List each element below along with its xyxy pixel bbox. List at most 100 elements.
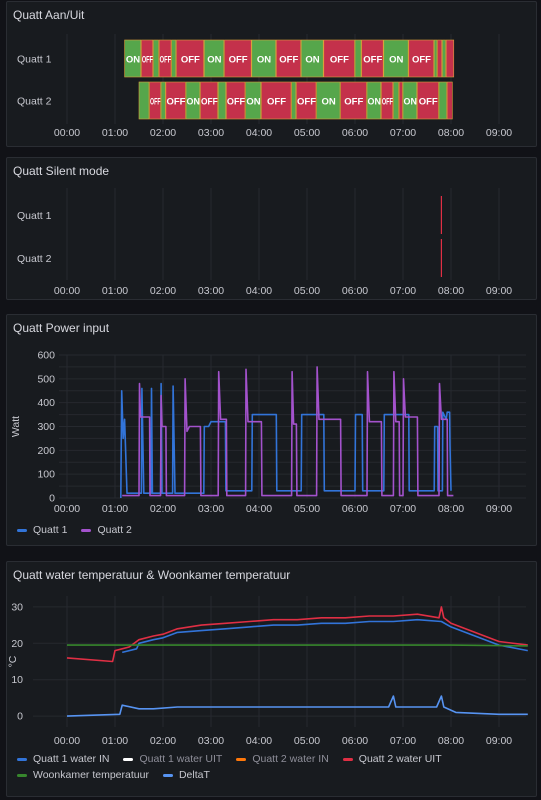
state-segment-off[interactable] — [200, 81, 218, 120]
state-segment-on[interactable] — [217, 81, 227, 120]
state-segment-off[interactable] — [323, 39, 355, 78]
panel-aan-uit: Quatt Aan/Uit 00:00 01:00 02:00 03:00 04:00 0… — [6, 1, 537, 147]
state-segment-on[interactable] — [124, 39, 142, 78]
state-segment-on[interactable] — [393, 81, 399, 120]
temperature-chart[interactable]: 0 10 20 30 00:00 01:00 02:00 03:00 04:00 05:00 06:… — [7, 562, 536, 747]
state-segment-off[interactable] — [141, 39, 154, 78]
state-label: OFF — [227, 97, 245, 108]
legend-label: Quatt 1 water UIT — [139, 753, 223, 765]
state-segment-on[interactable] — [383, 39, 409, 78]
state-segment-off[interactable] — [261, 81, 292, 120]
state-segment-on[interactable] — [185, 81, 201, 120]
panel-power-input: Quatt Power input 0 100 200 300 400 500 600 00:… — [6, 314, 537, 546]
panel-title[interactable]: Quatt Power input — [13, 321, 110, 335]
y-tick-label: 200 — [37, 445, 55, 457]
state-segment-on[interactable] — [153, 39, 159, 78]
state-segment-on[interactable] — [366, 81, 382, 120]
state-segment-off[interactable] — [158, 39, 172, 78]
series-line-woonkamer-temperatuur[interactable] — [67, 644, 528, 647]
y-tick-label: 10 — [11, 674, 23, 686]
legend-item[interactable]: DeltaT — [162, 769, 210, 781]
state-label: ON — [246, 97, 260, 108]
series-line-quatt-2-water-uit[interactable] — [66, 606, 528, 663]
state-segment-on[interactable] — [291, 81, 297, 120]
legend-item[interactable]: Quatt 2 water IN — [236, 753, 329, 765]
state-segment-on[interactable] — [442, 39, 446, 78]
state-timeline-aan-uit[interactable]: 00:00 01:00 02:00 03:00 04:00 05:00 06:00 07:00… — [7, 2, 536, 146]
x-tick-label: 01:00 — [102, 127, 128, 139]
state-segment-on[interactable] — [245, 81, 262, 120]
state-label: OFF — [297, 97, 316, 108]
state-segment-on[interactable] — [316, 81, 341, 120]
state-segment-on[interactable] — [203, 39, 225, 78]
state-segment-on[interactable] — [300, 39, 324, 78]
state-timeline-silent-mode[interactable]: 00:00 01:00 02:00 03:00 04:00 05:00 06:00 07:00… — [7, 158, 536, 299]
state-segment-on[interactable] — [171, 39, 177, 78]
panel-title[interactable]: Quatt Aan/Uit — [13, 8, 85, 22]
state-segment-on[interactable] — [438, 81, 447, 120]
x-tick-label: 05:00 — [294, 285, 320, 297]
state-segment-on[interactable] — [402, 81, 418, 120]
state-segment-on[interactable] — [251, 39, 276, 78]
state-segment-off[interactable] — [149, 81, 161, 120]
x-tick-label: 00:00 — [54, 285, 80, 297]
x-tick-label: 08:00 — [438, 735, 464, 747]
state-segment-off[interactable] — [275, 39, 301, 78]
x-tick-label: 01:00 — [102, 285, 128, 297]
x-tick-label: 02:00 — [150, 285, 176, 297]
legend-item[interactable]: Quatt 1 water UIT — [123, 753, 222, 765]
state-segment-on[interactable] — [138, 81, 150, 120]
x-tick-label: 09:00 — [486, 127, 512, 139]
series-line-quatt-2[interactable] — [122, 366, 454, 497]
state-segment-off[interactable] — [340, 81, 367, 120]
state-segment-off[interactable] — [408, 39, 434, 78]
state-segment-off[interactable] — [361, 39, 384, 78]
state-segment-on[interactable] — [160, 81, 166, 120]
state-label: OFF — [229, 55, 248, 66]
series-line-deltat[interactable] — [66, 695, 528, 717]
x-tick-label: 02:00 — [150, 127, 176, 139]
state-segment-off[interactable] — [398, 81, 403, 120]
x-tick-label: 09:00 — [486, 503, 512, 515]
state-segment-off[interactable] — [226, 81, 246, 120]
state-segment-off[interactable] — [381, 81, 394, 120]
x-tick-label: 09:00 — [486, 735, 512, 747]
state-segment-off[interactable] — [296, 81, 317, 120]
series-line-quatt-1-water-in[interactable] — [122, 618, 528, 654]
x-tick-label: 04:00 — [246, 735, 272, 747]
x-tick-label: 02:00 — [150, 503, 176, 515]
state-segment-off[interactable] — [437, 39, 443, 78]
state-label: OFF — [181, 55, 200, 66]
state-segment-off[interactable] — [446, 81, 453, 120]
legend-swatch — [81, 528, 92, 532]
series-line-quatt-1[interactable] — [120, 382, 452, 499]
legend-item[interactable]: Quatt 2 water UIT — [342, 753, 442, 765]
state-segment-off[interactable] — [165, 81, 186, 120]
legend-item[interactable]: Quatt 1 — [17, 524, 67, 536]
state-segment-off[interactable] — [445, 39, 455, 78]
panel-title[interactable]: Quatt Silent mode — [13, 164, 110, 178]
state-label: OFF — [419, 97, 438, 108]
x-tick-label: 00:00 — [54, 127, 80, 139]
row-label: Quatt 2 — [17, 253, 52, 265]
state-segment-off[interactable] — [224, 39, 252, 78]
y-tick-label: 600 — [37, 350, 55, 362]
state-label: ON — [207, 55, 221, 66]
state-label: ON — [187, 97, 201, 108]
state-segment-on[interactable] — [433, 39, 438, 78]
y-axis-label: Watt — [10, 416, 22, 437]
y-tick-label: 300 — [37, 421, 55, 433]
legend-item[interactable]: Woonkamer temperatuur — [17, 769, 149, 781]
panel-title[interactable]: Quatt water temperatuur & Woonkamer temp… — [13, 568, 291, 582]
state-segment-on[interactable] — [354, 39, 362, 78]
power-chart[interactable]: 0 100 200 300 400 500 600 00:00 01:00 02:00 03:00 0… — [7, 315, 536, 515]
temperature-legend: Quatt 1 water IN Quatt 1 water UIT Quatt 2… — [17, 753, 527, 781]
state-label: OFF — [412, 55, 431, 66]
state-label: ON — [368, 97, 382, 108]
legend-item[interactable]: Quatt 1 water IN — [17, 753, 109, 765]
legend-item[interactable]: Quatt 2 — [81, 524, 132, 536]
legend-label: Woonkamer temperatuur — [33, 769, 149, 781]
state-segment-off[interactable] — [417, 81, 439, 120]
state-segment-off[interactable] — [176, 39, 204, 78]
legend-label: DeltaT — [178, 769, 210, 781]
